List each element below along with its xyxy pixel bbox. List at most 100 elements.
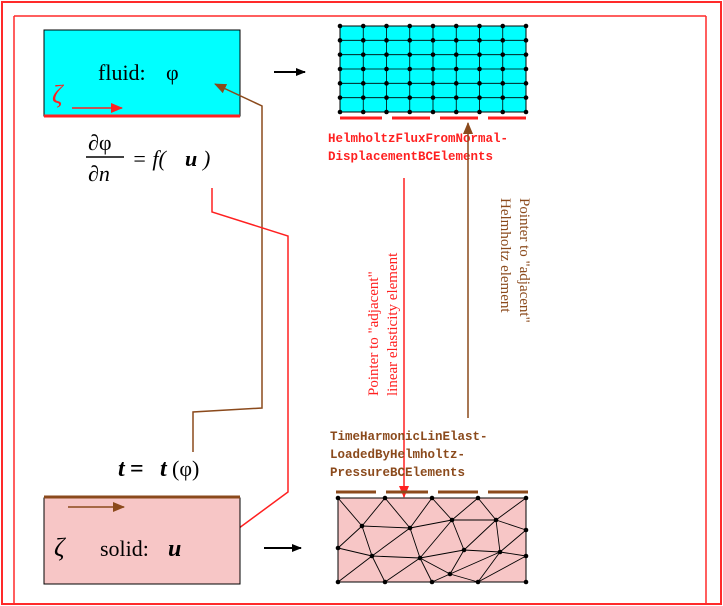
solid-mesh-edge bbox=[431, 573, 451, 583]
fluid-mesh-node bbox=[407, 109, 413, 115]
fluid-mesh-node bbox=[453, 95, 459, 100]
fluid-mesh-node bbox=[523, 66, 529, 72]
solid-mesh-edge bbox=[495, 497, 527, 521]
fluid-mesh-node bbox=[384, 52, 389, 57]
solid-mesh-node bbox=[429, 579, 435, 585]
solid-mesh-edge bbox=[419, 557, 451, 575]
solid-mesh-edge bbox=[477, 497, 497, 521]
fluid-mesh-node bbox=[360, 66, 366, 72]
solid-mesh bbox=[335, 490, 529, 585]
fluid-mesh-node bbox=[453, 52, 459, 57]
fluid-mesh-node bbox=[477, 52, 482, 57]
fluid-mesh-node bbox=[523, 109, 529, 115]
fluid-mesh-node bbox=[477, 109, 482, 115]
solid-mesh-node bbox=[382, 579, 388, 585]
solid-mesh-nodes bbox=[335, 495, 529, 585]
solid-mesh-node bbox=[493, 517, 499, 523]
solid-mesh-edge bbox=[451, 519, 465, 551]
solid-mesh-node bbox=[417, 555, 423, 561]
fluid-mesh-node bbox=[453, 38, 459, 43]
fluid-box: fluid: φ ζ bbox=[43, 29, 241, 118]
fluid-mesh-node bbox=[453, 23, 459, 29]
solid-mesh-node bbox=[523, 553, 529, 559]
solid-mesh-node bbox=[475, 579, 481, 585]
fluid-mesh-node bbox=[384, 109, 389, 115]
fluid-mesh-node bbox=[430, 23, 436, 29]
solid-mesh-node bbox=[447, 571, 453, 577]
flux-equation: ∂φ ∂n = f( u ) bbox=[86, 130, 210, 186]
solid-mesh-edge bbox=[419, 519, 453, 559]
solid-mesh-node bbox=[407, 525, 413, 531]
solid-zeta: ζ bbox=[54, 533, 66, 562]
solid-mesh-node bbox=[429, 495, 435, 501]
solid-mesh-edge bbox=[361, 525, 373, 557]
fluid-mesh-node bbox=[523, 23, 529, 29]
fluid-mesh-node bbox=[337, 109, 343, 115]
solid-mesh-edge bbox=[495, 519, 501, 553]
flux-element-label-line1: HelmholtzFluxFromNormal- bbox=[328, 132, 508, 146]
fluid-mesh-nodes bbox=[337, 23, 529, 115]
flux-element-label-line2: DisplacementBCElements bbox=[328, 150, 493, 164]
solid-mesh-edge bbox=[371, 527, 411, 557]
solid-mesh-edge bbox=[337, 525, 363, 549]
pointer-to-elasticity-label: Pointer to "adjacent" linear elasticity … bbox=[366, 252, 401, 396]
pointer-to-helmholtz-line2: Helmholtz element bbox=[497, 198, 513, 313]
fluid-mesh-node bbox=[407, 81, 413, 86]
pointer-to-elasticity-line2: linear elasticity element bbox=[385, 252, 401, 396]
solid-box: ζ solid: u bbox=[43, 495, 241, 585]
fluid-mesh-node bbox=[407, 66, 413, 72]
fluid-mesh-node bbox=[360, 95, 366, 100]
brown-pointer-to-fluid bbox=[192, 83, 263, 452]
flux-denominator: ∂n bbox=[88, 161, 110, 186]
fluid-phi: φ bbox=[166, 60, 179, 85]
fluid-mesh-node bbox=[430, 52, 436, 57]
fluid-zeta: ζ bbox=[52, 80, 64, 109]
red-pointer-to-solid bbox=[211, 188, 289, 549]
fluid-mesh-node bbox=[477, 95, 482, 100]
solid-mesh-edge bbox=[409, 497, 433, 529]
solid-mesh-node bbox=[497, 549, 503, 555]
fluid-mesh-node bbox=[337, 23, 343, 29]
solid-mesh-edge bbox=[419, 557, 433, 583]
fluid-mesh-node bbox=[337, 38, 343, 43]
solid-element-label-line3: PressureBCElements bbox=[330, 466, 465, 480]
fluid-mesh-node bbox=[360, 52, 366, 57]
flux-numerator: ∂φ bbox=[88, 130, 112, 155]
traction-lhs: t bbox=[118, 456, 126, 482]
solid-mesh-node bbox=[335, 495, 341, 501]
fluid-mesh-node bbox=[500, 38, 506, 43]
solid-mesh-edge bbox=[337, 497, 363, 527]
fluid-mesh-node bbox=[500, 52, 506, 57]
solid-mesh-edge bbox=[419, 549, 465, 559]
solid-mesh-node bbox=[475, 495, 481, 501]
solid-mesh-edge bbox=[449, 573, 479, 583]
traction-rhs: t bbox=[160, 456, 168, 482]
solid-mesh-edge bbox=[384, 557, 421, 583]
fluid-mesh-node bbox=[500, 66, 506, 72]
solid-mesh-node bbox=[523, 527, 529, 533]
solid-mesh-node bbox=[359, 523, 365, 529]
solid-mesh-edge bbox=[337, 555, 373, 583]
solid-mesh-edge bbox=[449, 551, 501, 575]
fluid-mesh-node bbox=[453, 81, 459, 86]
solid-mesh-node bbox=[523, 579, 529, 585]
solid-mesh-edge bbox=[499, 551, 527, 557]
fluid-mesh-node bbox=[384, 38, 389, 43]
fluid-mesh-node bbox=[523, 38, 529, 43]
solid-mesh-node bbox=[335, 579, 341, 585]
fluid-mesh-node bbox=[477, 81, 482, 86]
solid-mesh-node bbox=[369, 553, 375, 559]
fluid-mesh-node bbox=[360, 38, 366, 43]
fluid-mesh-node bbox=[500, 81, 506, 86]
fluid-mesh-node bbox=[430, 109, 436, 115]
solid-mesh-edge bbox=[477, 555, 527, 583]
fluid-mesh-node bbox=[523, 95, 529, 100]
solid-mesh-edge bbox=[409, 527, 421, 559]
traction-arg: (φ) bbox=[172, 456, 199, 481]
fluid-mesh-node bbox=[500, 109, 506, 115]
fluid-mesh-node bbox=[384, 95, 389, 100]
pointer-to-helmholtz-line1: Pointer to "adjacent" bbox=[516, 198, 532, 323]
fluid-mesh-node bbox=[337, 95, 343, 100]
